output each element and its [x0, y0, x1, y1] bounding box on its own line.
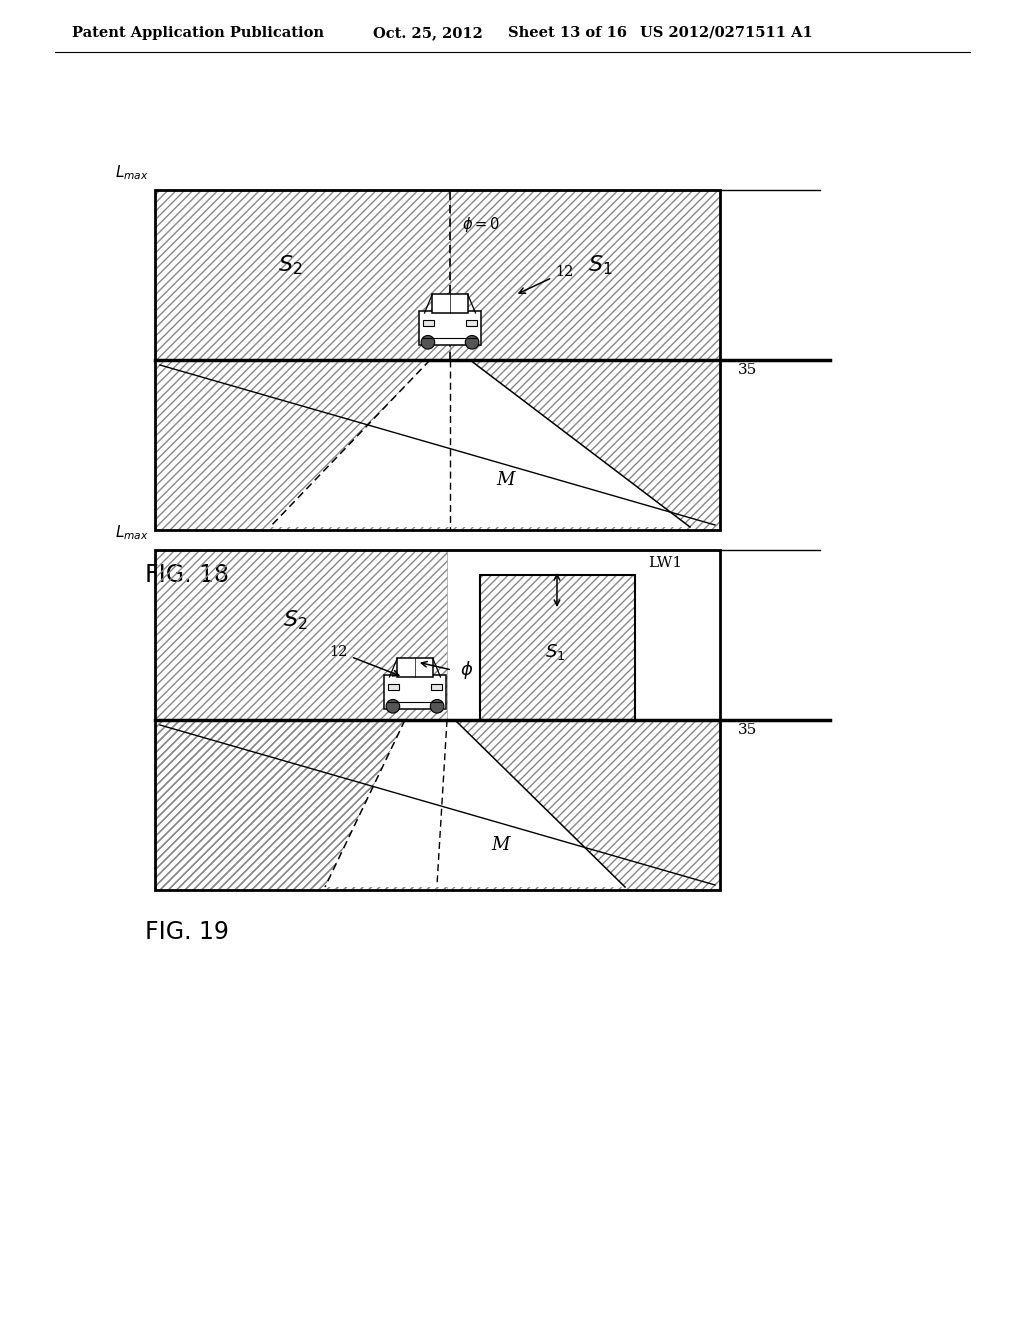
Bar: [155, 550, 720, 890]
Text: $S_2$: $S_2$: [278, 253, 302, 277]
Circle shape: [386, 700, 399, 713]
Text: Sheet 13 of 16: Sheet 13 of 16: [508, 26, 627, 40]
Bar: [431, 684, 442, 690]
Text: 35: 35: [738, 363, 758, 378]
Text: $\phi=0$: $\phi=0$: [462, 215, 500, 235]
Text: M: M: [490, 836, 509, 854]
Bar: [466, 321, 477, 326]
Circle shape: [465, 335, 479, 348]
Bar: [397, 659, 433, 677]
Text: $S_1$: $S_1$: [588, 253, 612, 277]
Text: Patent Application Publication: Patent Application Publication: [72, 26, 324, 40]
Text: $S_1$: $S_1$: [545, 642, 565, 663]
Text: 12: 12: [519, 265, 573, 293]
Text: 12: 12: [330, 645, 398, 676]
Text: LW1: LW1: [648, 556, 682, 570]
Text: US 2012/0271511 A1: US 2012/0271511 A1: [640, 26, 813, 40]
Bar: [420, 312, 480, 345]
Bar: [388, 684, 398, 690]
Text: FIG. 19: FIG. 19: [145, 920, 229, 944]
Text: $S_2$: $S_2$: [283, 609, 307, 632]
Text: FIG. 18: FIG. 18: [145, 564, 229, 587]
Bar: [432, 294, 468, 313]
Circle shape: [430, 700, 443, 713]
Text: $L_{max}$: $L_{max}$: [115, 523, 150, 543]
Text: $L_{max}$: $L_{max}$: [115, 164, 150, 182]
Text: $\phi$: $\phi$: [460, 659, 473, 681]
Bar: [480, 576, 635, 719]
Text: M: M: [496, 471, 514, 488]
Text: 35: 35: [738, 723, 758, 737]
Bar: [423, 321, 434, 326]
Bar: [155, 190, 720, 531]
Text: Oct. 25, 2012: Oct. 25, 2012: [373, 26, 483, 40]
Circle shape: [421, 335, 435, 348]
Bar: [384, 675, 445, 709]
Polygon shape: [270, 360, 690, 527]
Polygon shape: [325, 719, 625, 887]
